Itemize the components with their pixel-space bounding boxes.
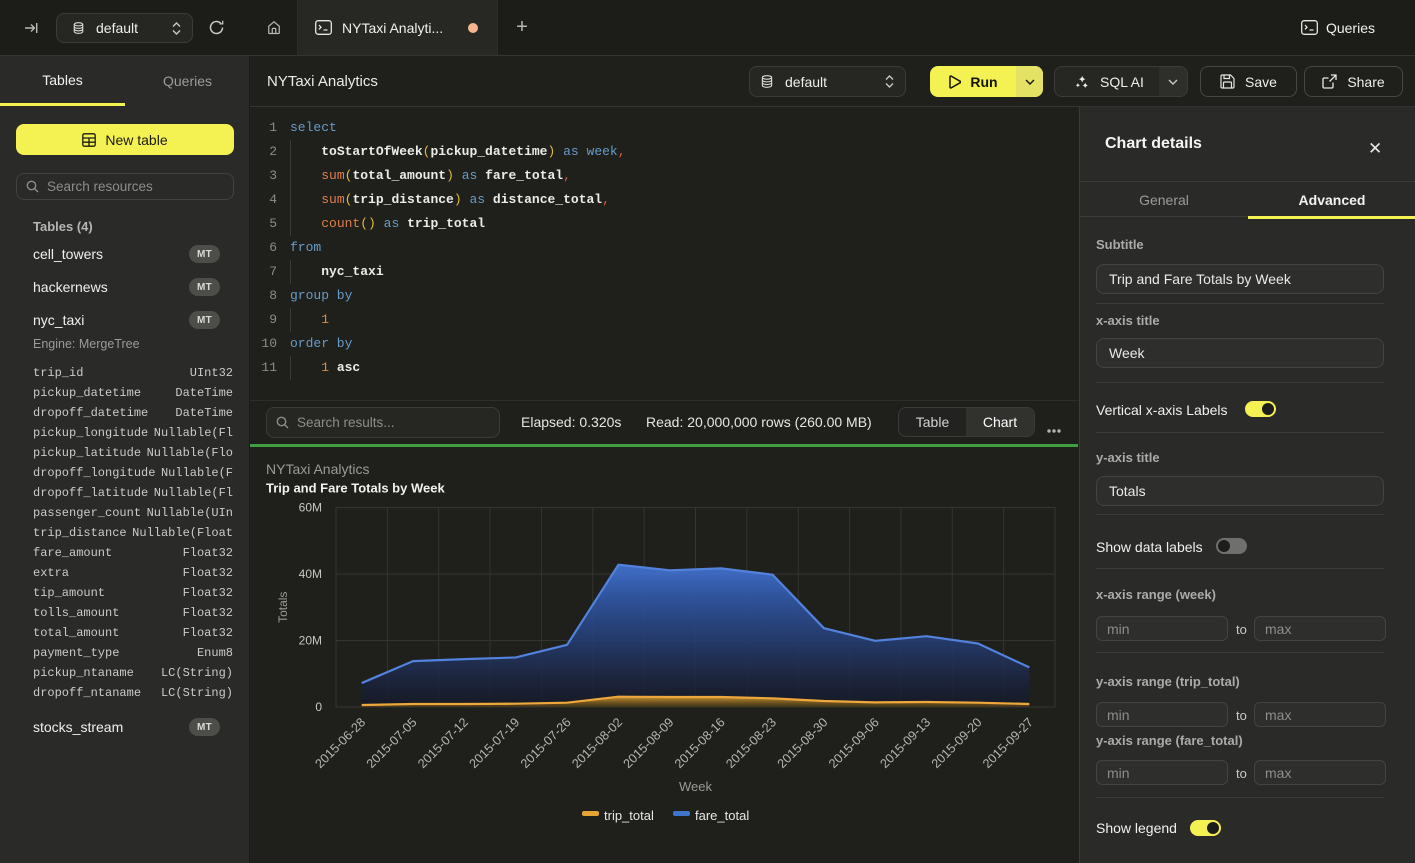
svg-text:0: 0	[315, 700, 322, 714]
svg-text:trip_total: trip_total	[604, 808, 654, 823]
svg-text:2015-09-06: 2015-09-06	[826, 715, 882, 771]
svg-text:2015-08-30: 2015-08-30	[775, 715, 831, 771]
svg-text:Trip and Fare Totals by Week: Trip and Fare Totals by Week	[266, 481, 445, 496]
svg-text:40M: 40M	[299, 567, 322, 581]
svg-text:2015-08-16: 2015-08-16	[672, 715, 728, 771]
svg-text:2015-07-26: 2015-07-26	[518, 715, 574, 771]
svg-text:2015-09-20: 2015-09-20	[929, 715, 985, 771]
svg-text:2015-08-02: 2015-08-02	[569, 715, 625, 771]
svg-text:fare_total: fare_total	[695, 808, 749, 823]
svg-text:60M: 60M	[299, 501, 322, 515]
svg-text:Totals: Totals	[276, 592, 290, 623]
svg-text:Week: Week	[679, 779, 712, 794]
svg-text:20M: 20M	[299, 634, 322, 648]
svg-text:2015-07-12: 2015-07-12	[415, 715, 471, 771]
svg-text:2015-09-27: 2015-09-27	[980, 715, 1036, 771]
svg-text:2015-09-13: 2015-09-13	[877, 715, 933, 771]
svg-text:2015-07-05: 2015-07-05	[364, 715, 420, 771]
svg-text:2015-08-23: 2015-08-23	[723, 715, 779, 771]
svg-text:2015-07-19: 2015-07-19	[467, 715, 523, 771]
svg-text:NYTaxi Analytics: NYTaxi Analytics	[266, 461, 369, 477]
svg-text:2015-06-28: 2015-06-28	[313, 715, 369, 771]
svg-text:2015-08-09: 2015-08-09	[621, 715, 677, 771]
